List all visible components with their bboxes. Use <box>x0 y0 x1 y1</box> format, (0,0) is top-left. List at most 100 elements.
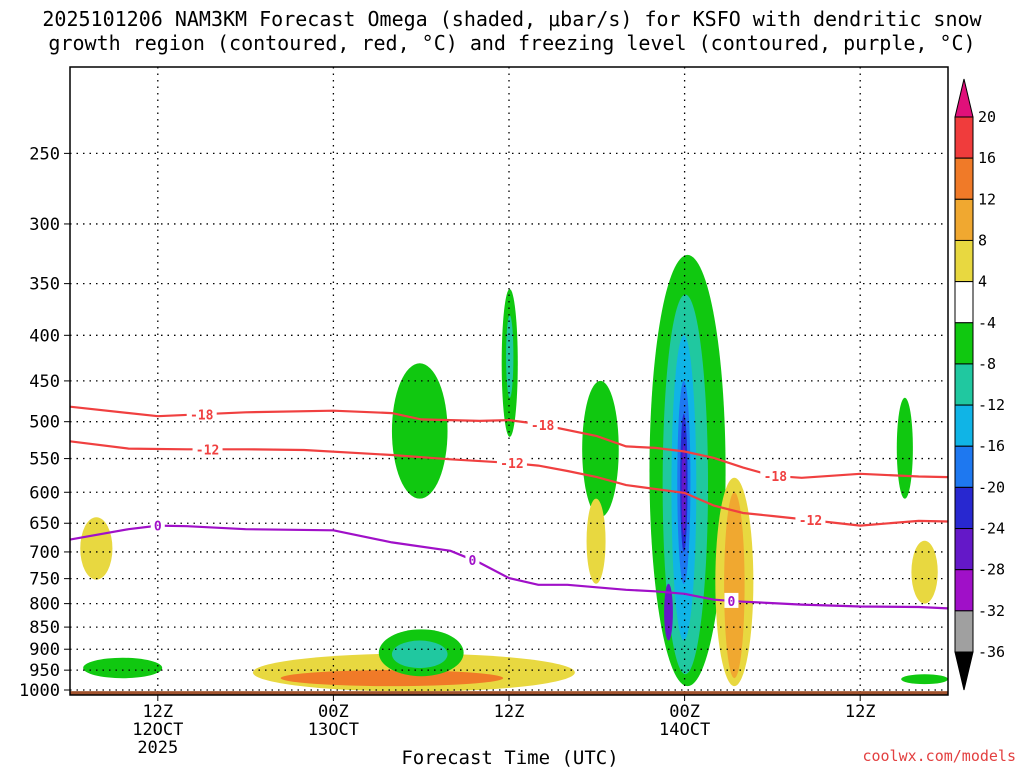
omega-region-upper-teal-b <box>506 315 514 398</box>
colorbar-bin-5 <box>954 281 974 324</box>
colorbar-bin-7 <box>954 363 974 406</box>
colorbar-label-5: -4 <box>978 314 996 332</box>
x-tick-label-54-0: 12Z <box>845 702 876 722</box>
x-tick-label-18-1: 13OCT <box>308 720 359 740</box>
contour-label-dgz-bottom-1: -12 <box>500 457 523 472</box>
contour-dgz-top <box>69 405 949 479</box>
y-tick-label-650: 650 <box>29 514 60 534</box>
contour-label-dgz-top-1: -18 <box>531 419 555 434</box>
contour-label-bg-dgz-bottom-0 <box>192 441 223 457</box>
colorbar-arrow-top <box>954 78 974 118</box>
colorbar-label-3: 8 <box>978 231 987 249</box>
colorbar-arrow-bottom <box>954 651 974 691</box>
omega-region-low-purple-core <box>664 583 673 641</box>
x-tick-label-6-2: 2025 <box>137 738 178 758</box>
colorbar-bin-12 <box>954 569 974 612</box>
colorbar-bin-11 <box>954 528 974 571</box>
colorbar-label-8: -16 <box>978 437 1005 455</box>
colorbar-bin-10 <box>954 486 974 530</box>
x-tick-label-42-1: 14OCT <box>659 720 710 740</box>
y-tick-label-350: 350 <box>29 275 60 295</box>
y-tick-label-900: 900 <box>29 640 60 660</box>
colorbar-bin-4 <box>954 239 974 283</box>
omega-region-mid-yellow-c <box>586 498 606 584</box>
contour-label-bg-freezing-level-0 <box>150 517 165 533</box>
contour-label-dgz-bottom-0: -12 <box>196 443 219 458</box>
contour-label-freezing-level-0: 0 <box>154 520 162 535</box>
omega-region-upslope-yellow-west <box>80 517 113 580</box>
contour-label-bg-dgz-top-1 <box>527 416 558 432</box>
contour-label-dgz-top-2: -18 <box>764 470 788 485</box>
y-tick-label-300: 300 <box>29 215 60 235</box>
y-tick-label-800: 800 <box>29 595 60 615</box>
y-tick-label-250: 250 <box>29 144 60 164</box>
colorbar-label-0: 20 <box>978 108 996 126</box>
colorbar-bin-1 <box>954 116 974 159</box>
colorbar-bin-8 <box>954 404 974 447</box>
colorbar-label-2: 12 <box>978 190 996 208</box>
chart-title-line-2: growth region (contoured, red, °C) and f… <box>48 31 975 55</box>
omega-region-descent-orange <box>724 492 745 679</box>
contour-label-bg-dgz-top-0 <box>186 406 217 422</box>
credit-text: coolwx.com/models <box>862 747 1016 765</box>
x-tick-label-18-0: 00Z <box>318 702 349 722</box>
omega-shading-layer <box>80 254 948 692</box>
contour-freezing-level <box>69 524 949 610</box>
x-tick-label-6-1: 12OCT <box>132 720 183 740</box>
colorbar-label-7: -12 <box>978 396 1005 414</box>
contour-dgz-bottom <box>69 440 949 527</box>
omega-region-east-yellow <box>911 540 938 604</box>
contour-label-freezing-level-1: 0 <box>469 554 477 569</box>
y-tick-label-500: 500 <box>29 413 60 433</box>
colorbar-label-13: -36 <box>978 643 1005 661</box>
contour-label-dgz-bottom-2: -12 <box>799 514 822 529</box>
colorbar-bin-13 <box>954 610 974 653</box>
x-tick-label-6-0: 12Z <box>142 702 173 722</box>
x-tick-label-30-0: 12Z <box>494 702 525 722</box>
contour-label-bg-freezing-level-2 <box>724 592 739 608</box>
colorbar-label-4: 4 <box>978 273 987 291</box>
y-tick-label-850: 850 <box>29 618 60 638</box>
x-axis-label: Forecast Time (UTC) <box>401 747 618 768</box>
colorbar-label-1: 16 <box>978 149 996 167</box>
contour-label-dgz-top-0: -18 <box>190 408 214 423</box>
omega-region-east-green <box>896 397 913 499</box>
x-tick-label-42-0: 00Z <box>669 702 700 722</box>
y-tick-label-950: 950 <box>29 661 60 681</box>
colorbar: 20 16 12 8 4 -4 -8 -12 -16 -20 -24 -28 -32 -36 <box>954 78 1005 691</box>
y-tick-label-400: 400 <box>29 326 60 346</box>
colorbar-label-6: -8 <box>978 355 996 373</box>
colorbar-bin-3 <box>954 198 974 241</box>
y-tick-label-550: 550 <box>29 450 60 470</box>
contour-label-bg-dgz-bottom-2 <box>795 512 826 528</box>
contour-label-bg-freezing-level-1 <box>465 551 480 567</box>
terrain-layer <box>70 691 948 695</box>
contour-label-bg-dgz-top-2 <box>760 467 791 483</box>
omega-region-east-sfc-green <box>901 674 948 685</box>
colorbar-label-12: -32 <box>978 602 1005 620</box>
y-tick-label-750: 750 <box>29 570 60 590</box>
colorbar-label-10: -24 <box>978 520 1005 538</box>
y-tick-label-600: 600 <box>29 483 60 503</box>
contour-label-freezing-level-2: 0 <box>728 595 736 610</box>
y-axis-ticks: 2503003504004505005506006507007508008509… <box>19 144 70 701</box>
contour-layer: -18 -18 -18 -12 -12 -12 0 0 0 <box>69 405 949 610</box>
omega-region-lowlevel-teal-a <box>391 640 448 669</box>
y-tick-label-700: 700 <box>29 543 60 563</box>
colorbar-bin-2 <box>954 157 974 200</box>
terrain-ground <box>70 691 948 695</box>
contour-label-bg-dgz-bottom-1 <box>496 455 527 471</box>
omega-region-core-purple <box>681 444 687 535</box>
colorbar-bin-6 <box>954 322 974 365</box>
omega-region-surface-green-west <box>83 657 163 679</box>
gridlines <box>70 67 948 695</box>
y-tick-label-450: 450 <box>29 372 60 392</box>
omega-region-surface-warm-core <box>280 670 504 687</box>
colorbar-label-9: -20 <box>978 478 1005 496</box>
omega-region-midlevel-green-a <box>391 363 448 499</box>
colorbar-label-11: -28 <box>978 561 1005 579</box>
colorbar-bin-9 <box>954 445 974 488</box>
plot-area: -18 -18 -18 -12 -12 -12 0 0 0 <box>69 66 949 696</box>
